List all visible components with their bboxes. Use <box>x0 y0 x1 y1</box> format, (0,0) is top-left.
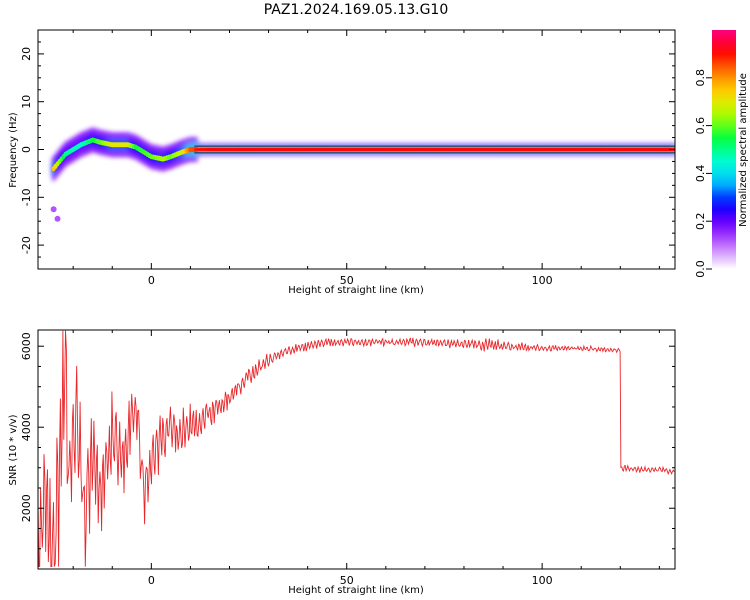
spectral-outlier <box>54 215 61 222</box>
spectrogram-x-label: Height of straight line (km) <box>288 285 424 296</box>
y-tick-label: 20 <box>20 47 33 61</box>
x-tick-label: 50 <box>340 274 354 287</box>
snr-frame <box>37 329 676 570</box>
y-tick-label: 6000 <box>20 332 33 360</box>
snr-plot-area <box>38 330 675 569</box>
y-tick-label: -20 <box>20 236 33 254</box>
colorbar-gradient <box>712 30 736 269</box>
snr-axis-ticks: 0 50 100 2000 4000 6000 <box>20 330 675 587</box>
colorbar-tick-label: 0.4 <box>694 165 707 183</box>
snr-panel: 0 50 100 2000 4000 6000 Height of straight li… <box>8 329 676 596</box>
y-tick-label: -10 <box>20 188 33 206</box>
spectral-ridge-core <box>51 137 675 172</box>
colorbar-label: Normalized spectral amplitude <box>738 73 749 227</box>
x-tick-label: 100 <box>532 574 553 587</box>
colorbar-tick-label: 0.8 <box>694 69 707 87</box>
spectral-outlier <box>50 206 57 213</box>
snr-x-label: Height of straight line (km) <box>288 585 424 596</box>
y-tick-label: 10 <box>20 95 33 109</box>
x-tick-label: 100 <box>532 274 553 287</box>
snr-series-line <box>38 330 675 568</box>
x-tick-label: 50 <box>340 574 354 587</box>
colorbar-tick-label: 0.6 <box>694 117 707 135</box>
spectrogram-y-label: Frequency (Hz) <box>8 112 19 188</box>
figure-title: PAZ1.2024.169.05.13.G10 <box>264 2 449 18</box>
spectrogram-axis-ticks: 0 50 100 -20 -10 0 10 20 <box>20 29 675 287</box>
y-tick-label: 2000 <box>20 494 33 522</box>
x-tick-label: 0 <box>148 574 155 587</box>
x-tick-label: 0 <box>148 274 155 287</box>
spectrogram-panel: 0 50 100 -20 -10 0 10 20 Height of straight lin… <box>8 29 676 296</box>
colorbar-tick-label: 0.0 <box>694 260 707 278</box>
snr-y-label: SNR (10 * v/v) <box>8 414 19 485</box>
y-tick-label: 4000 <box>20 413 33 441</box>
y-tick-label: 0 <box>20 146 33 153</box>
colorbar-tick-label: 0.2 <box>694 212 707 230</box>
spectrogram-heatmap <box>50 127 675 222</box>
colorbar-ticks: 0.0 0.2 0.4 0.6 0.8 <box>694 69 712 278</box>
colorbar: 0.0 0.2 0.4 0.6 0.8 Normalized spectral ampl… <box>694 30 749 278</box>
